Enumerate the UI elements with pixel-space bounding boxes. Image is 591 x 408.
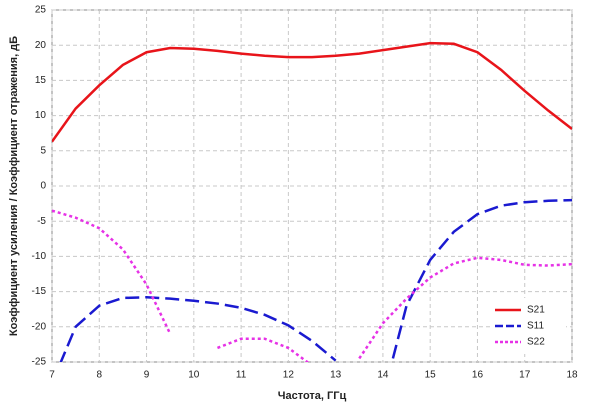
x-tick-label: 13: [330, 370, 342, 381]
grid: [51, 9, 573, 363]
x-tick-label: 18: [566, 370, 578, 381]
x-tick-label: 7: [49, 370, 55, 381]
x-tick-label: 14: [377, 370, 389, 381]
legend-label: S22: [527, 337, 545, 348]
y-tick-label: 0: [40, 181, 46, 192]
x-tick-label: 17: [519, 370, 531, 381]
x-tick-label: 11: [236, 370, 247, 381]
y-axis-title: Коэффициент усиления / Коэффициент отраж…: [8, 36, 20, 336]
x-tick-label: 9: [144, 370, 150, 381]
x-tick-label: 12: [283, 370, 295, 381]
series-line: [52, 41, 572, 143]
series-line: [52, 209, 572, 362]
x-tick-label: 8: [96, 370, 102, 381]
x-tick-label: 16: [472, 370, 484, 381]
legend-box: [491, 298, 566, 354]
legend-label: S21: [527, 305, 545, 316]
y-tick-label: 5: [40, 145, 46, 156]
legend: S21 S11 S22: [491, 298, 566, 354]
y-tick-label: 20: [35, 40, 47, 51]
y-tick-label: -10: [32, 251, 47, 262]
y-tick-label: 25: [35, 5, 47, 16]
x-axis-title: Частота, ГГц: [278, 390, 347, 402]
x-tick-label: 15: [425, 370, 437, 381]
series-line: [59, 198, 572, 362]
y-tick-label: 15: [35, 75, 47, 86]
y-tick-label: -20: [32, 321, 47, 332]
legend-label: S11: [527, 321, 544, 332]
y-tick-label: 10: [35, 110, 47, 121]
y-tick-label: -25: [32, 357, 47, 368]
y-tick-label: -15: [32, 286, 47, 297]
x-tick-label: 10: [188, 370, 200, 381]
y-tick-label: -5: [37, 216, 46, 227]
lines: [52, 41, 572, 362]
